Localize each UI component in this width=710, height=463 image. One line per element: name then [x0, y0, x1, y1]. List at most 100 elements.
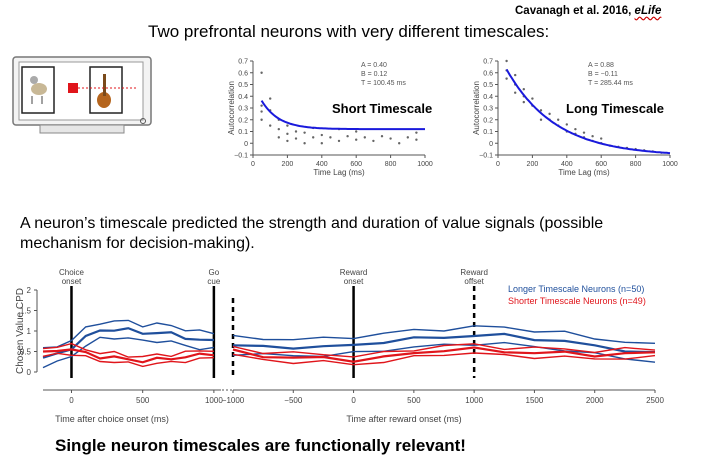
y-tick-label: 2 — [27, 286, 32, 295]
y-tick-label: 1 — [27, 327, 32, 336]
series-sem-line — [42, 319, 215, 349]
y-tick-label: 0.4 — [238, 94, 248, 101]
conclusion-text: Single neuron timescales are functionall… — [55, 436, 466, 455]
data-point — [380, 135, 384, 138]
data-point — [286, 124, 289, 127]
event-label: cue — [207, 277, 220, 286]
series-sem-line — [42, 336, 215, 369]
event-label: Reward — [460, 268, 488, 277]
citation: Cavanagh et al. 2016, eLife — [515, 5, 661, 17]
data-point — [269, 97, 272, 100]
x-tick-label: 200 — [527, 161, 539, 168]
chart-title: Long Timescale — [566, 101, 664, 116]
x-tick-label: 600 — [350, 161, 362, 168]
data-point — [337, 139, 341, 143]
x-tick-label: 400 — [561, 161, 573, 168]
x-tick-label: 0 — [69, 396, 74, 405]
y-tick-label: 0.7 — [238, 59, 248, 66]
y-tick-label: 0.2 — [483, 117, 493, 124]
y-tick-label: 0 — [27, 368, 32, 377]
param-a: A = 0.40 — [361, 62, 387, 69]
data-point — [531, 97, 534, 100]
x-tick-label: 800 — [385, 161, 397, 168]
y-tick-label: 0.3 — [238, 106, 248, 113]
data-point — [514, 91, 517, 94]
x-axis-label: Time after reward onset (ms) — [346, 414, 461, 424]
y-tick-label: 0.6 — [238, 70, 248, 77]
y-tick-label: 0.5 — [20, 348, 32, 357]
y-tick-label: 0.5 — [483, 82, 493, 89]
data-point — [514, 73, 517, 77]
data-point — [389, 137, 392, 140]
series-sem-line — [42, 342, 214, 358]
x-tick-label: 1000 — [205, 396, 223, 405]
series-sem-line — [232, 325, 656, 344]
citation-journal: eLife — [634, 5, 662, 17]
data-point — [269, 124, 272, 127]
data-point — [286, 132, 289, 136]
data-point — [346, 135, 349, 138]
y-tick-label: 0.7 — [483, 59, 493, 66]
data-point — [582, 131, 586, 134]
y-tick-label: 1.5 — [20, 307, 32, 316]
series-sem-line — [42, 352, 214, 368]
data-point — [260, 104, 263, 107]
x-tick-label: 800 — [630, 161, 642, 168]
y-tick-label: −0.1 — [234, 153, 248, 160]
legend-shorter: Shorter Timescale Neurons (n=49) — [508, 296, 646, 306]
series-mean-line — [232, 332, 656, 354]
data-point — [363, 136, 366, 139]
y-tick-label: 0.1 — [238, 129, 248, 136]
event-label: onset — [62, 277, 82, 286]
x-tick-label: −500 — [284, 396, 303, 405]
x-tick-label: 1000 — [417, 161, 433, 168]
data-point — [600, 137, 603, 140]
legend-longer: Longer Timescale Neurons (n=50) — [508, 284, 644, 294]
slide-title: Two prefrontal neurons with very differe… — [148, 22, 550, 41]
x-tick-label: 600 — [595, 161, 607, 168]
y-tick-label: −0.1 — [479, 153, 493, 160]
x-tick-label: 500 — [136, 396, 150, 405]
y-tick-label: 0.2 — [238, 117, 248, 124]
data-point — [406, 136, 409, 139]
data-point — [312, 136, 315, 139]
data-point — [539, 118, 543, 121]
event-label: onset — [344, 277, 364, 286]
bird-icon — [31, 83, 47, 95]
x-tick-label: 500 — [407, 396, 421, 405]
chart-title: Short Timescale — [332, 101, 432, 116]
data-point — [260, 118, 263, 121]
data-point — [294, 137, 298, 140]
param-a: A = 0.88 — [588, 62, 614, 69]
y-tick-label: 0.4 — [483, 94, 493, 101]
data-point — [415, 131, 418, 134]
x-tick-label: −1000 — [222, 396, 245, 405]
data-point — [505, 59, 508, 63]
short-timescale-autocorrelation-chart: −0.100.10.20.30.40.50.60.70 200 400 600 800 1… — [227, 59, 433, 178]
data-point — [277, 136, 280, 139]
event-label: Reward — [340, 268, 368, 277]
y-tick-label: 0.3 — [483, 106, 493, 113]
param-b: B = 0.12 — [361, 71, 387, 78]
event-label: Choice — [59, 268, 84, 277]
series-sem-line — [232, 341, 656, 363]
exponential-fit-line — [260, 100, 425, 131]
y-axis-label: Autocorrelation — [472, 81, 481, 135]
data-point — [320, 142, 323, 145]
param-b: B = −0.11 — [588, 71, 618, 78]
x-tick-label: 1000 — [465, 396, 483, 405]
y-tick-label: 0.6 — [483, 70, 493, 77]
claim-text: A neuron’s timescale predicted the stren… — [20, 215, 604, 252]
x-axis-label: Time Lag (ms) — [558, 168, 610, 177]
x-tick-label: 1000 — [662, 161, 678, 168]
series-sem-line — [232, 352, 656, 366]
data-point — [372, 139, 375, 143]
data-point — [398, 142, 401, 145]
data-point — [522, 100, 525, 104]
x-tick-label: 2500 — [646, 396, 664, 405]
data-point — [320, 133, 323, 137]
data-point — [557, 118, 560, 121]
guitar-icon — [97, 92, 111, 108]
param-tau: T = 285.44 ms — [588, 80, 633, 87]
